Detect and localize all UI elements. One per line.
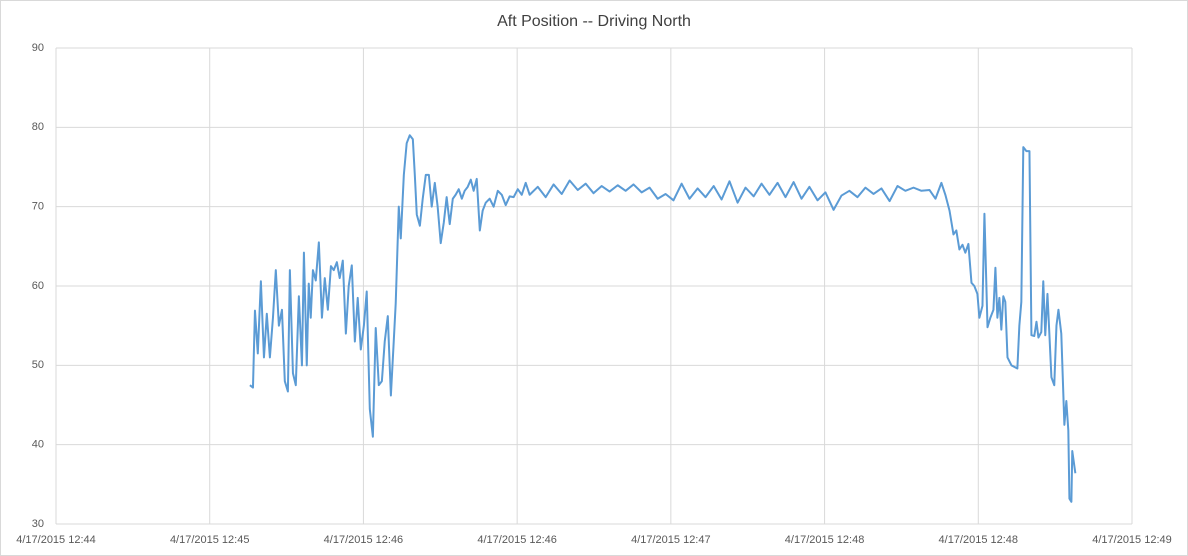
x-tick-label: 4/17/2015 12:47: [631, 534, 711, 546]
y-tick-label: 30: [32, 518, 44, 530]
x-tick-label: 4/17/2015 12:48: [785, 534, 865, 546]
y-tick-label: 40: [32, 439, 44, 451]
x-tick-label: 4/17/2015 12:46: [324, 534, 404, 546]
y-tick-label: 90: [32, 42, 44, 54]
y-tick-label: 50: [32, 359, 44, 371]
x-tick-label: 4/17/2015 12:44: [16, 534, 96, 546]
y-tick-label: 80: [32, 121, 44, 133]
x-tick-label: 4/17/2015 12:46: [477, 534, 557, 546]
x-tick-label: 4/17/2015 12:49: [1092, 534, 1172, 546]
data-line: [249, 134, 1077, 503]
y-tick-label: 70: [32, 201, 44, 213]
chart-title: Aft Position -- Driving North: [497, 13, 691, 30]
x-tick-label: 4/17/2015 12:48: [939, 534, 1019, 546]
y-tick-label: 60: [32, 280, 44, 292]
x-tick-label: 4/17/2015 12:45: [170, 534, 250, 546]
